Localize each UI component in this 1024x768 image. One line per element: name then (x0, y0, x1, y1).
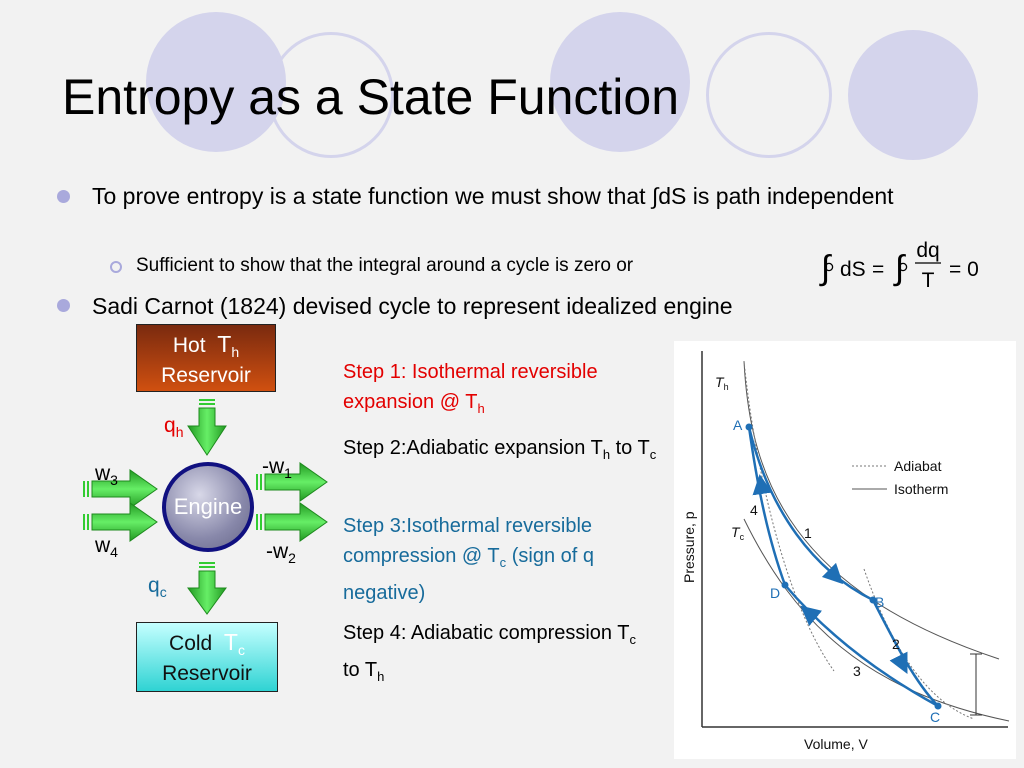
legend-isotherm: Isotherm (894, 481, 948, 497)
qc-label: qc (148, 574, 167, 601)
step-number-1: 1 (804, 525, 812, 541)
w3-arrow (83, 469, 158, 509)
step-2: Step 2:Adiabatic expansion Th to Tc (343, 437, 657, 462)
decor-circle (550, 12, 690, 152)
decor-ring (268, 32, 394, 158)
hot-reservoir: Hot Th Reservoir (136, 324, 276, 392)
point-d (781, 581, 789, 589)
w4-arrow (83, 502, 158, 542)
decor-ring (706, 32, 832, 158)
label-c: C (930, 709, 940, 725)
path-step-4 (747, 426, 787, 586)
cyclic-integral-equation: ∫ dS = ∫ dq T = 0 (819, 239, 979, 292)
step-1: Step 1: Isothermal reversible expansion … (343, 361, 598, 416)
hot-temp-symbol: T (217, 331, 232, 357)
step-4: Step 4: Adiabatic compression Tc to Th (343, 622, 636, 684)
path-step-1 (747, 426, 874, 602)
bullet-2: Sadi Carnot (1824) devised cycle to repr… (92, 293, 733, 319)
w2-arrow (256, 502, 328, 542)
w1-arrow (256, 462, 328, 502)
cold-label: Cold (169, 632, 213, 655)
point-b (869, 596, 877, 604)
slide-title: Entropy as a State Function (62, 69, 680, 125)
x-axis-title: Volume, V (804, 736, 868, 752)
integral-symbol: ∫ (651, 183, 659, 209)
bullet-1-text-b: dS is path independent (658, 183, 894, 209)
pv-diagram-svg: A B C D 1 2 3 4 Th Tc Adiabat Isotherm V… (681, 351, 1010, 752)
step-number-3: 3 (853, 663, 861, 679)
decor-circle (146, 12, 286, 152)
sub-bullet-ring (110, 261, 122, 273)
eq-lhs: dS (840, 258, 866, 281)
bullet-1: To prove entropy is a state function we … (92, 180, 972, 212)
sub-bullet-text: Sufficient to show that the integral aro… (136, 255, 634, 276)
bullet-dot (57, 299, 70, 312)
legend-adiabat: Adiabat (894, 458, 942, 474)
bullet-dot (57, 190, 70, 203)
path-step-2 (871, 599, 939, 707)
engine-arrows (83, 399, 328, 615)
w3-label: w3 (95, 462, 118, 489)
qh-arrow (187, 399, 227, 456)
cold-temp-symbol: T (223, 629, 238, 655)
qh-label: qh (164, 414, 184, 441)
w4-label: w4 (95, 534, 118, 561)
step-number-4: 4 (750, 502, 758, 518)
point-a (745, 423, 753, 431)
engine-label: Engine (173, 494, 243, 519)
label-b: B (875, 594, 884, 610)
eq-denominator: T (922, 269, 935, 292)
point-c (934, 702, 942, 710)
adiabat-left (743, 360, 835, 672)
eq-numerator: dq (916, 239, 939, 262)
label-a: A (733, 417, 743, 433)
decor-circle (848, 30, 978, 160)
step-3: Step 3:Isothermal reversible compression… (343, 515, 594, 604)
label-d: D (770, 585, 780, 601)
w2-label: -w2 (266, 540, 296, 567)
w1-label: -w1 (262, 455, 292, 482)
cold-temp-sub: c (237, 642, 245, 659)
step-number-2: 2 (892, 636, 900, 652)
cold-reservoir-label: Reservoir (162, 662, 252, 686)
adiabat-right (863, 568, 975, 720)
path-step-3 (784, 584, 939, 708)
engine (162, 462, 254, 552)
eq-equals: = (872, 258, 884, 281)
hot-label: Hot (172, 334, 206, 357)
isotherm-tc (743, 518, 1010, 722)
cold-reservoir: Cold Tc Reservoir (136, 622, 278, 692)
bullet-1-text-a: To prove entropy is a state function we … (92, 183, 652, 209)
hot-temp-sub: h (231, 344, 240, 361)
pv-diagram: A B C D 1 2 3 4 Th Tc Adiabat Isotherm V… (674, 341, 1016, 759)
tc-label: Tc (731, 524, 745, 542)
hot-reservoir-label: Reservoir (161, 364, 251, 388)
isotherm-th (743, 360, 1000, 660)
th-label: Th (715, 374, 729, 392)
eq-rhs: = 0 (949, 258, 979, 281)
y-axis-title: Pressure, p (681, 511, 697, 583)
qc-arrow (187, 562, 227, 615)
